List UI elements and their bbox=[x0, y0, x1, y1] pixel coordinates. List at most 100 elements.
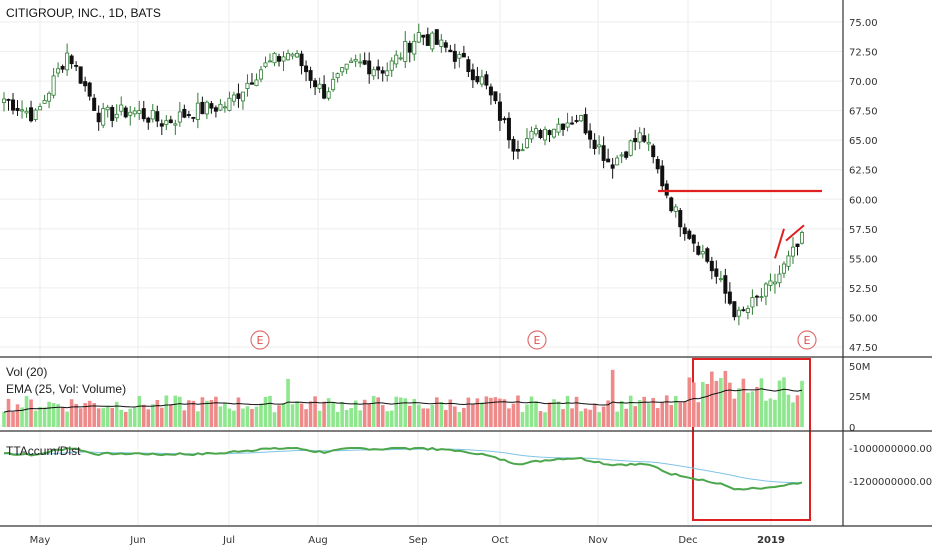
volume-bar bbox=[123, 411, 128, 427]
candle-body bbox=[267, 60, 272, 63]
candle-body bbox=[240, 91, 245, 102]
volume-bar bbox=[132, 407, 137, 427]
candle-body bbox=[304, 65, 309, 73]
month-label: Nov bbox=[588, 535, 608, 546]
volume-bar bbox=[462, 407, 466, 427]
candle-body bbox=[768, 280, 773, 286]
volume-bar bbox=[525, 404, 529, 427]
candle-body bbox=[258, 69, 263, 80]
candle-body bbox=[655, 159, 660, 170]
volume-bar bbox=[205, 400, 209, 427]
candle-body bbox=[511, 138, 516, 152]
candle-body bbox=[295, 53, 300, 58]
candle-body bbox=[439, 39, 444, 47]
volume-bar bbox=[579, 411, 583, 427]
volume-bar bbox=[331, 402, 335, 427]
volume-bar bbox=[33, 410, 38, 427]
candle-body bbox=[128, 111, 133, 116]
volume-bar bbox=[592, 403, 597, 427]
volume-bar bbox=[335, 411, 340, 427]
candle-body bbox=[6, 99, 11, 101]
candle-body bbox=[407, 42, 412, 53]
candle-body bbox=[745, 308, 750, 313]
candle-body bbox=[286, 53, 291, 61]
volume-bar bbox=[430, 405, 435, 427]
candle-body bbox=[750, 297, 755, 308]
candle-body bbox=[218, 103, 223, 111]
candle-body bbox=[344, 63, 349, 70]
trend-line-upper bbox=[785, 224, 805, 242]
candle-body bbox=[389, 60, 394, 71]
volume-bar bbox=[538, 411, 543, 427]
candle-body bbox=[425, 34, 430, 46]
candle-body bbox=[579, 115, 584, 122]
candle-body bbox=[678, 210, 683, 228]
volume-bar bbox=[290, 404, 295, 427]
volume-bar bbox=[110, 407, 115, 427]
volume-bar bbox=[101, 408, 105, 427]
volume-tick-label: 25M bbox=[849, 392, 870, 403]
volume-bar bbox=[489, 397, 493, 427]
volume-bar bbox=[507, 408, 511, 427]
volume-bar bbox=[42, 407, 47, 427]
volume-bar bbox=[286, 378, 290, 427]
candle-body bbox=[637, 132, 642, 143]
candle-body bbox=[723, 275, 728, 294]
volume-bar bbox=[601, 406, 606, 427]
price-tick-label: 75.00 bbox=[849, 18, 878, 29]
volume-bar bbox=[295, 401, 299, 427]
candle-body bbox=[105, 106, 110, 111]
volume-bar bbox=[425, 408, 430, 427]
volume-bar bbox=[534, 401, 538, 427]
volume-bar bbox=[705, 383, 710, 427]
volume-bar bbox=[669, 405, 674, 427]
candle-body bbox=[795, 243, 800, 247]
candle-body bbox=[416, 32, 421, 43]
volume-bar bbox=[511, 403, 516, 427]
candle-body bbox=[561, 123, 566, 130]
volume-bar bbox=[308, 401, 313, 427]
volume-bar bbox=[96, 408, 101, 427]
candle-body bbox=[570, 122, 575, 125]
candle-body bbox=[592, 139, 597, 149]
candle-body bbox=[583, 114, 588, 134]
volume-bar bbox=[782, 377, 786, 427]
candle-body bbox=[759, 296, 764, 299]
volume-bar bbox=[561, 409, 565, 427]
volume-bar bbox=[65, 411, 69, 427]
candle-body bbox=[353, 58, 358, 62]
price-tick-label: 52.50 bbox=[849, 284, 878, 295]
volume-bar bbox=[146, 409, 151, 427]
candle-body bbox=[786, 255, 791, 267]
candle-body bbox=[83, 81, 88, 87]
candle-body bbox=[651, 145, 656, 158]
volume-bar bbox=[475, 398, 480, 427]
volume-bar bbox=[263, 396, 268, 427]
candle-body bbox=[664, 183, 669, 196]
volume-bar bbox=[29, 399, 33, 427]
candle-body bbox=[466, 59, 471, 73]
candle-body bbox=[101, 108, 106, 126]
volume-bar bbox=[277, 405, 281, 427]
candle-body bbox=[687, 230, 692, 239]
candle-body bbox=[421, 34, 426, 38]
candle-body bbox=[781, 263, 786, 274]
highlight-box bbox=[692, 358, 811, 521]
volume-bar bbox=[380, 405, 385, 427]
candle-body bbox=[20, 109, 25, 112]
candle-body bbox=[164, 120, 169, 125]
earnings-marker-label: E bbox=[804, 334, 811, 347]
volume-bar bbox=[385, 411, 390, 427]
volume-bars bbox=[2, 369, 804, 427]
candle-body bbox=[470, 69, 475, 81]
volume-bar bbox=[696, 402, 701, 427]
candle-body bbox=[443, 42, 448, 48]
volume-bar bbox=[466, 397, 471, 427]
month-label: Jun bbox=[129, 535, 146, 546]
candle-body bbox=[33, 109, 38, 120]
ema-label: EMA (25, Vol: Volume) bbox=[6, 382, 127, 396]
volume-bar bbox=[687, 377, 692, 427]
volume-bar bbox=[196, 411, 200, 427]
